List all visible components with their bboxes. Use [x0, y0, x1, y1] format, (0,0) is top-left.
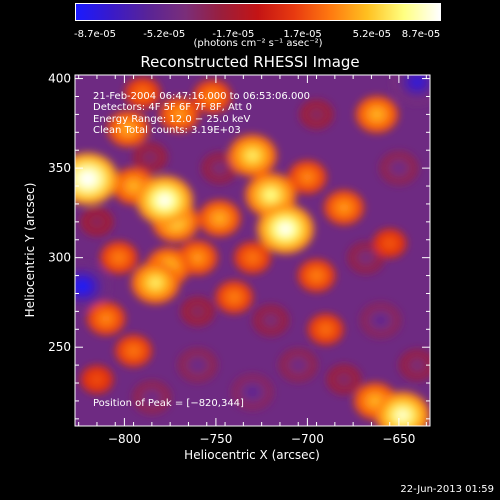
colorbar-tick-label: -8.7e-05	[74, 29, 116, 40]
heatmap-source	[149, 277, 162, 288]
heatmap-image	[75, 75, 430, 426]
heatmap-source	[266, 316, 276, 325]
heatmap-source	[101, 314, 111, 323]
heatmap-source	[369, 396, 381, 406]
heatmap-source	[361, 253, 371, 262]
heatmap-source	[412, 361, 422, 369]
heatmap-source	[193, 307, 202, 316]
heatmap-source	[147, 393, 157, 402]
axes: −800 −750 −700 −650 250 300 350 400	[48, 72, 430, 446]
heatmap-source	[312, 110, 321, 119]
heatmap-source	[122, 124, 134, 134]
heatmap-source	[145, 153, 155, 162]
axis-tick-label: 400	[48, 72, 71, 86]
colorbar-tick-label: 1.7e-05	[283, 29, 322, 40]
heatmap-source	[246, 150, 259, 161]
heatmap-source	[394, 164, 404, 173]
heatmap-source	[207, 92, 218, 101]
timestamp: 22-Jun-2013 01:59	[400, 484, 494, 495]
heatmap-source	[411, 76, 424, 88]
x-axis-label: Heliocentric X (arcsec)	[184, 448, 320, 462]
axis-tick-label: −800	[108, 432, 141, 446]
heatmap-source	[174, 110, 185, 119]
heatmap-source	[215, 164, 225, 172]
colorbar-units-label: (photons cm⁻² s⁻¹ asec⁻²)	[193, 38, 323, 49]
info-line-detectors: Detectors: 4F 5F 6F 7F 8F, Att 0	[93, 102, 253, 113]
heatmap-source	[80, 172, 96, 186]
heatmap-source	[385, 239, 394, 247]
axis-tick-label: −750	[199, 432, 232, 446]
heatmap-source	[138, 89, 148, 97]
heatmap-source	[192, 360, 203, 370]
heatmap-source	[128, 346, 139, 355]
heatmap-source	[339, 375, 349, 384]
heatmap-source	[247, 387, 258, 397]
heatmap-source	[371, 109, 383, 120]
heatmap-source	[92, 218, 102, 226]
heatmap-source	[128, 181, 139, 191]
heatmap-source	[302, 172, 313, 182]
heatmap-source	[395, 409, 410, 422]
info-line-energy: Energy Range: 12.0 − 25.0 keV	[93, 114, 251, 125]
heatmap-source	[311, 271, 322, 280]
axis-tick-label: 350	[48, 161, 71, 175]
heatmap-source	[293, 361, 303, 370]
heatmap-source	[339, 203, 349, 212]
heatmap-source	[214, 213, 225, 223]
heatmap-source	[157, 194, 172, 207]
heatmap-source	[278, 222, 293, 236]
heatmap-source	[229, 292, 239, 302]
heatmap-source	[114, 253, 124, 262]
y-axis-label: Heliocentric Y (arcsec)	[23, 183, 37, 318]
colorbar-tick-label: 8.7e-05	[401, 29, 441, 40]
heatmap-source	[75, 280, 89, 293]
colorbar-tick-label: -1.7e-05	[212, 29, 255, 40]
heatmap-source	[264, 189, 278, 201]
heatmap-source	[247, 253, 258, 262]
heatmap-source	[192, 253, 203, 263]
heatmap-source	[375, 315, 386, 325]
info-line-time: 21-Feb-2004 06:47:16.000 to 06:53:06.000	[93, 91, 311, 102]
colorbar-tick-label: 5.2e-05	[352, 29, 391, 40]
peak-position-label: Position of Peak = [−820,344]	[93, 398, 244, 409]
heatmap-source	[92, 375, 101, 383]
heatmap-source	[321, 325, 331, 334]
chart-title: Reconstructed RHESSI Image	[140, 53, 360, 71]
axis-tick-label: −700	[291, 432, 324, 446]
info-line-counts: Clean Total counts: 3.19E+03	[93, 125, 241, 136]
axis-tick-label: 300	[48, 251, 71, 265]
colorbar	[75, 3, 441, 21]
axis-tick-label: 250	[48, 340, 71, 354]
plot-frame	[74, 74, 431, 427]
colorbar-tick-label: -5.2e-05	[143, 29, 186, 40]
axis-tick-label: −650	[382, 432, 415, 446]
